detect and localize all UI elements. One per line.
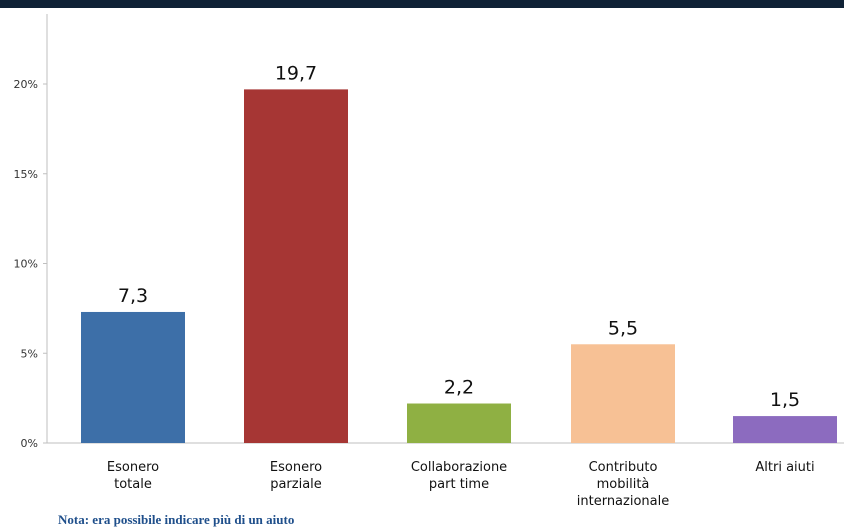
- header-bar: [0, 0, 844, 8]
- x-category-label: Contributo mobilità internazionale: [577, 460, 669, 509]
- data-label: 5,5: [608, 317, 638, 339]
- data-label: 2,2: [444, 377, 474, 399]
- bar: [571, 344, 675, 443]
- bar: [733, 416, 837, 443]
- y-tick-label: 5%: [21, 347, 38, 360]
- y-tick-label: 0%: [21, 437, 38, 450]
- bar: [81, 311, 185, 443]
- bar: [244, 89, 348, 443]
- x-category-label: Collaborazione part time: [411, 460, 507, 492]
- y-tick-label: 15%: [14, 168, 38, 181]
- x-category-label: Esonero parziale: [270, 460, 322, 492]
- x-category-label: Esonero totale: [107, 460, 159, 492]
- y-tick-label: 10%: [14, 258, 38, 271]
- data-label: 19,7: [275, 62, 317, 84]
- bar: [407, 403, 511, 443]
- y-tick-label: 20%: [14, 78, 38, 91]
- data-label: 7,3: [118, 285, 148, 307]
- chart-note: Nota: era possibile indicare più di un a…: [58, 512, 295, 527]
- data-label: 1,5: [770, 389, 800, 411]
- x-category-label: Altri aiuti: [755, 460, 814, 475]
